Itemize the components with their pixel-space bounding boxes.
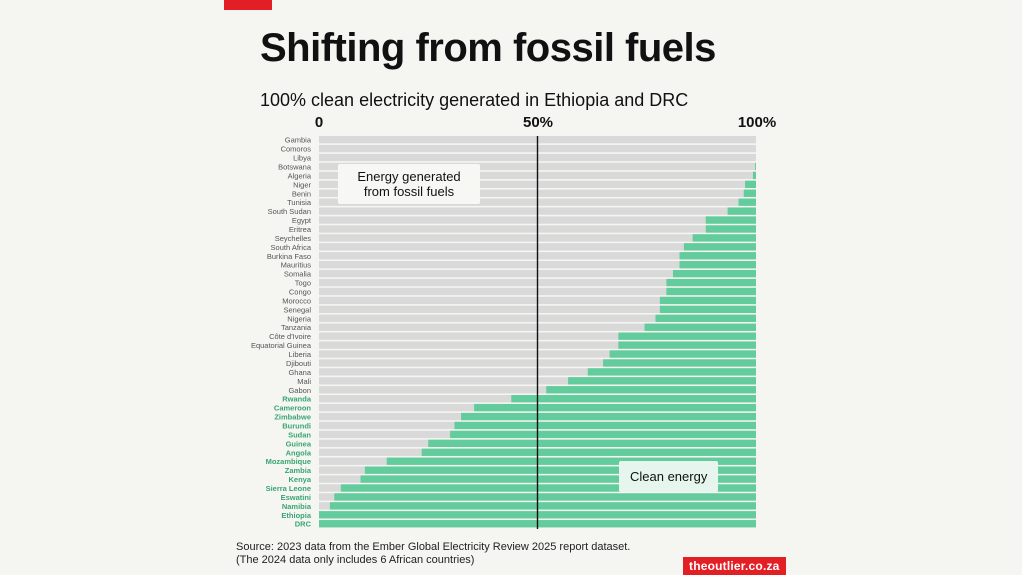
clean-bar [679, 252, 756, 260]
country-label: Sierra Leone [266, 484, 311, 493]
fossil-annotation: Energy generated from fossil fuels [338, 164, 480, 204]
country-label: Togo [295, 279, 311, 288]
country-label: South Africa [271, 243, 312, 252]
country-label: Mauritius [281, 261, 312, 270]
clean-bar [334, 493, 756, 501]
country-label: Namibia [282, 502, 312, 511]
clean-bar [360, 475, 756, 483]
x-tick-50: 50% [522, 114, 554, 131]
clean-bar [755, 162, 756, 171]
clean-bar [421, 448, 756, 456]
country-label: Congo [289, 288, 311, 297]
clean-bar [511, 395, 756, 403]
country-label: Senegal [283, 305, 311, 314]
country-label: Sudan [288, 430, 311, 439]
clean-bar [666, 278, 756, 287]
country-label: Niger [293, 180, 311, 189]
clean-bar [450, 430, 756, 439]
clean-bar [705, 216, 756, 224]
country-label: Cameroon [274, 404, 312, 413]
clean-bar [603, 359, 756, 367]
country-label: Libya [293, 154, 312, 163]
clean-bar [672, 269, 756, 278]
country-label: Benin [292, 189, 311, 198]
x-tick-0: 0 [314, 114, 324, 131]
country-label: Tunisia [287, 198, 312, 207]
clean-bar [428, 439, 756, 448]
clean-bar [546, 386, 756, 394]
source-note: Source: 2023 data from the Ember Global … [236, 541, 630, 567]
source-line-2: (The 2024 data only includes 6 African c… [236, 554, 475, 566]
clean-bar [644, 323, 756, 331]
clean-bar [461, 412, 756, 421]
country-label: DRC [295, 520, 312, 529]
clean-bar [474, 403, 756, 412]
country-label: Zimbabwe [274, 413, 311, 422]
clean-bar [692, 234, 756, 242]
x-tick-100: 100% [737, 114, 777, 131]
country-label: Rwanda [282, 395, 312, 404]
clean-bar [659, 296, 756, 305]
country-label: Mozambique [266, 457, 311, 466]
country-label: Eswatini [281, 493, 311, 502]
country-label: Angola [286, 448, 312, 457]
country-label: Gabon [288, 386, 311, 395]
source-line-1: Source: 2023 data from the Ember Global … [236, 541, 631, 553]
country-label: Gambia [285, 136, 312, 145]
country-label: Algeria [288, 171, 312, 180]
country-label: Burundi [282, 421, 311, 430]
country-label: Djibouti [286, 359, 311, 368]
clean-bar [364, 466, 756, 474]
clean-bar [738, 198, 756, 206]
chart-title: Shifting from fossil fuels [260, 26, 716, 70]
clean-bar [454, 421, 756, 430]
clean-bar [609, 350, 756, 358]
country-label: Ethiopia [281, 511, 311, 520]
country-label: Eritrea [289, 225, 312, 234]
country-label: Burkina Faso [267, 252, 311, 261]
clean-bar [705, 225, 756, 233]
clean-bar [340, 484, 756, 492]
country-label: Comoros [281, 145, 312, 154]
chart-subtitle: 100% clean electricity generated in Ethi… [260, 90, 689, 110]
country-label: Nigeria [287, 314, 312, 323]
top-accent-bar [224, 0, 272, 10]
clean-annotation: Clean energy [619, 461, 719, 492]
country-label: South Sudan [268, 207, 311, 216]
country-label: Ghana [288, 368, 311, 377]
clean-bar [329, 502, 756, 510]
clean-bar [659, 305, 756, 314]
country-label: Tanzania [281, 323, 312, 332]
clean-bar [727, 207, 756, 215]
clean-bar [666, 287, 756, 296]
country-label: Morocco [282, 296, 311, 305]
country-label: Kenya [288, 475, 311, 484]
country-label: Egypt [292, 216, 312, 225]
country-label: Mali [297, 377, 311, 386]
clean-bar [618, 341, 756, 349]
clean-bar [568, 377, 756, 385]
brand-badge[interactable]: theoutlier.co.za [683, 557, 786, 575]
clean-bar [743, 189, 756, 197]
country-label: Somalia [284, 270, 312, 279]
clean-bar [655, 314, 756, 322]
country-label: Liberia [288, 350, 311, 359]
country-label: Guinea [286, 439, 312, 448]
country-label: Zambia [285, 466, 312, 475]
clean-bar [683, 243, 756, 251]
clean-bar [745, 180, 756, 188]
clean-bar [618, 332, 756, 340]
country-label: Seychelles [275, 234, 312, 243]
clean-bar [386, 457, 756, 465]
clean-bar [752, 171, 756, 180]
clean-bar [587, 368, 756, 376]
clean-bar [679, 261, 756, 269]
country-label: Côte d'Ivoire [269, 332, 311, 341]
country-label: Equatorial Guinea [251, 341, 312, 350]
country-label: Botswana [278, 162, 312, 171]
